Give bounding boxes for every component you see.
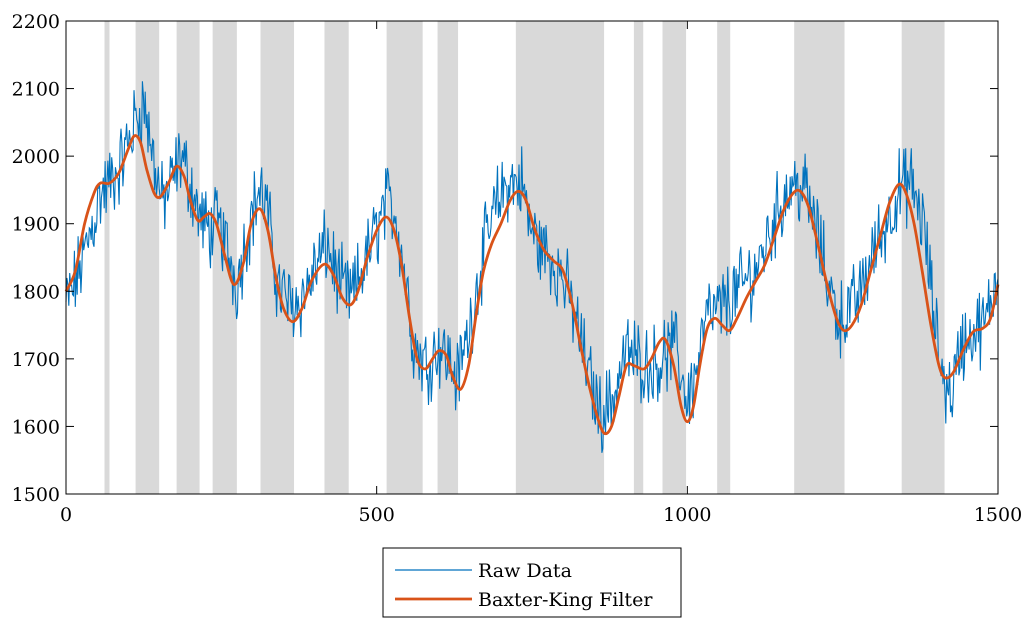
plot-frame bbox=[65, 20, 999, 495]
y-tick-label-0: 1500 bbox=[12, 484, 60, 506]
series-line-baxter-king-filter bbox=[64, 134, 1000, 436]
axes: 0 500 1000 1500 1500 1600 1700 1800 1900 2000 2100… bbox=[12, 11, 1023, 526]
shaded-region-5 bbox=[324, 21, 349, 494]
shaded-region-1 bbox=[135, 21, 160, 494]
y-tick-label-1: 1600 bbox=[12, 416, 60, 438]
x-tick-label-0: 0 bbox=[60, 504, 72, 526]
y-tick-label-6: 2100 bbox=[12, 79, 60, 101]
baxter-king-layer bbox=[64, 134, 1000, 436]
shaded-region-4 bbox=[260, 21, 295, 494]
legend-box bbox=[382, 547, 682, 618]
x-tick-label-3: 1500 bbox=[974, 504, 1022, 526]
x-tick-label-2: 1000 bbox=[663, 504, 711, 526]
shaded-region-9 bbox=[633, 21, 644, 494]
legend-label-raw-data: Raw Data bbox=[478, 560, 572, 582]
y-tick-label-2: 1700 bbox=[12, 349, 60, 371]
x-tick-label-1: 500 bbox=[359, 504, 395, 526]
shaded-region-6 bbox=[386, 21, 423, 494]
shaded-region-13 bbox=[901, 21, 945, 494]
y-tick-label-4: 1900 bbox=[12, 214, 60, 236]
y-tick-label-7: 2200 bbox=[12, 11, 60, 33]
shaded-region-7 bbox=[437, 21, 459, 494]
legend-label-baxter-king-filter: Baxter-King Filter bbox=[478, 589, 653, 611]
shaded-region-2 bbox=[176, 21, 200, 494]
shaded-region-11 bbox=[717, 21, 731, 494]
shaded-region-0 bbox=[104, 21, 110, 494]
shaded-region-10 bbox=[662, 21, 687, 494]
shaded-region-8 bbox=[515, 21, 605, 494]
legend: Raw Data Baxter-King Filter bbox=[382, 547, 682, 618]
y-tick-label-3: 1800 bbox=[12, 281, 60, 303]
y-tick-label-5: 2000 bbox=[12, 146, 60, 168]
